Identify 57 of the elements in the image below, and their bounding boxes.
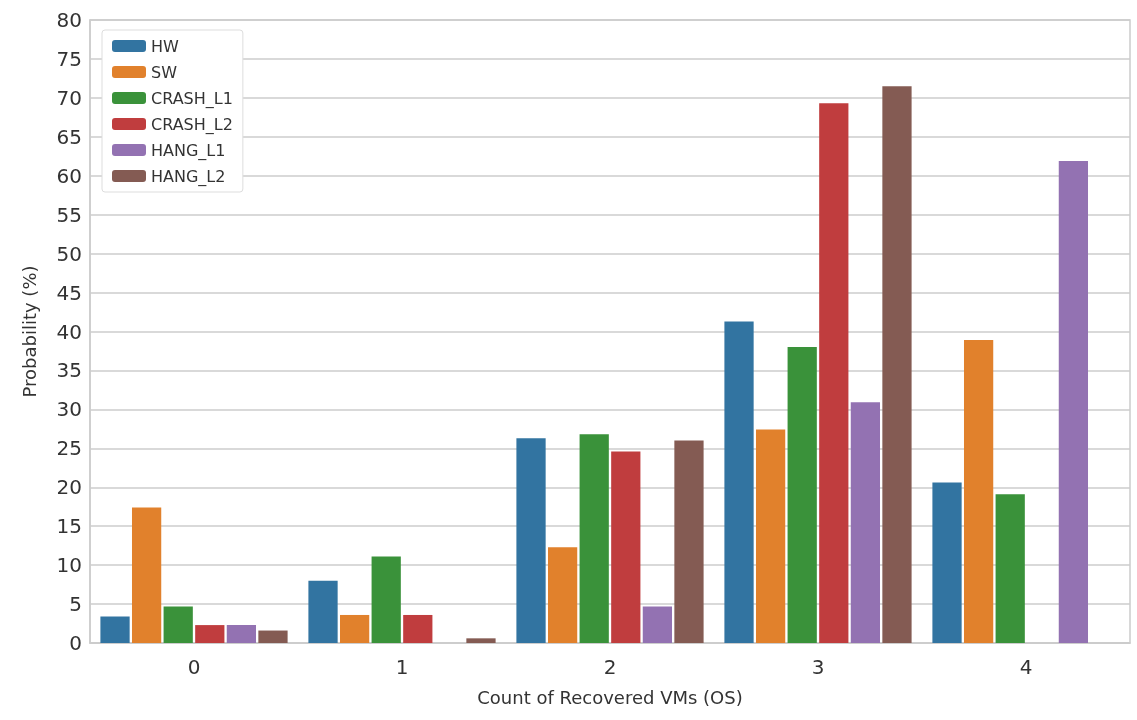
bar: [611, 451, 641, 643]
bar: [100, 616, 130, 643]
bar: [850, 402, 881, 643]
bar: [755, 429, 786, 643]
y-tick-label: 15: [56, 514, 82, 539]
bar: [819, 103, 849, 643]
bar: [963, 340, 994, 643]
legend-label: SW: [151, 62, 178, 82]
y-tick-label: 25: [56, 436, 82, 461]
legend-label: HANG_L2: [151, 166, 226, 187]
bar: [547, 547, 578, 643]
bar: [932, 482, 962, 643]
bar: [371, 556, 401, 643]
x-tick-label: 2: [603, 655, 617, 679]
bar: [466, 638, 496, 643]
x-tick-label: 4: [1019, 655, 1033, 679]
y-tick-label: 20: [56, 475, 82, 500]
x-tick-label: 0: [187, 655, 201, 679]
x-tick-label: 1: [395, 655, 409, 679]
y-tick-label: 30: [56, 397, 82, 422]
legend-label: CRASH_L2: [151, 114, 233, 135]
y-tick-label: 60: [56, 163, 82, 188]
y-tick-label: 45: [56, 280, 82, 305]
bar: [674, 440, 704, 643]
bar: [882, 86, 912, 643]
y-tick-label: 75: [56, 46, 82, 71]
bar: [339, 614, 370, 643]
legend-label: HW: [151, 36, 180, 56]
y-tick-label: 55: [56, 202, 82, 227]
bar: [258, 630, 288, 643]
x-tick-label: 3: [811, 655, 825, 679]
y-tick-label: 5: [69, 592, 82, 617]
y-tick-label: 0: [69, 631, 82, 655]
bar: [403, 614, 433, 643]
bar: [516, 438, 546, 643]
x-axis-title: Count of Recovered VMs (OS): [477, 686, 743, 708]
legend-label: CRASH_L1: [151, 88, 233, 109]
bar: [787, 347, 817, 643]
y-axis-title: Probability (%): [18, 265, 40, 398]
y-tick-label: 10: [56, 553, 82, 578]
y-tick-label: 40: [56, 319, 82, 344]
bar: [642, 606, 673, 643]
bar: [226, 625, 257, 643]
bar: [131, 507, 162, 643]
bar: [308, 580, 338, 643]
y-tick-label: 50: [56, 241, 82, 266]
y-tick-label: 65: [56, 124, 82, 149]
bar: [195, 625, 225, 643]
bar: [1058, 160, 1089, 643]
bar: [579, 434, 609, 643]
y-tick-label: 35: [56, 358, 82, 383]
bar: [163, 606, 193, 643]
y-tick-label: 80: [56, 8, 82, 32]
legend-label: HANG_L1: [151, 140, 226, 161]
bar: [995, 494, 1025, 643]
y-tick-label: 70: [56, 85, 82, 110]
bar: [724, 321, 754, 643]
